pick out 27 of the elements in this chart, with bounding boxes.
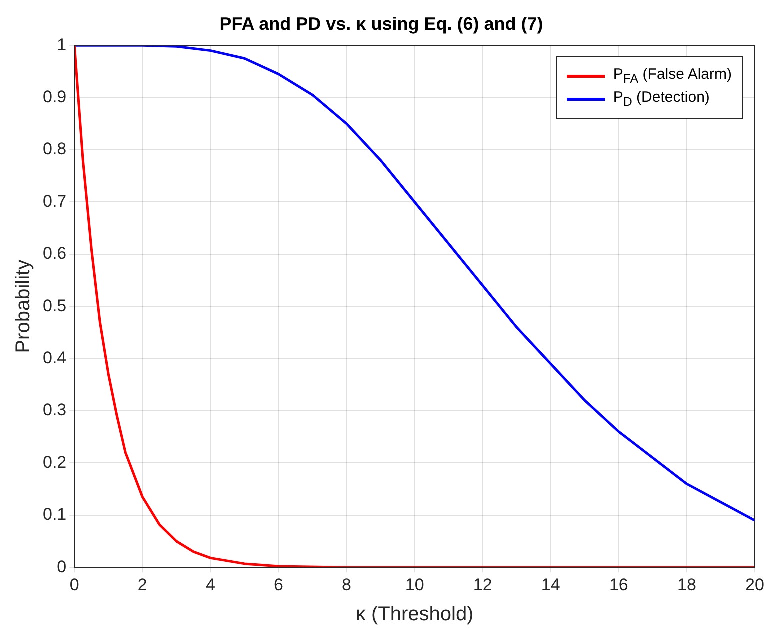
y-tick-label: 0.5 (42, 296, 67, 316)
y-tick-label: 0.4 (42, 348, 67, 368)
y-tick-label: 0.8 (42, 140, 67, 159)
y-axis-title: Probability (12, 260, 35, 354)
y-tick-label: 0.1 (42, 505, 67, 524)
y-tick-label: 0.6 (42, 244, 67, 264)
x-tick-label: 4 (206, 575, 216, 594)
x-tick-label: 12 (473, 575, 492, 594)
legend-label: P$_{FA}$ (False Alarm) (613, 66, 732, 86)
x-tick-label: 16 (609, 575, 628, 594)
y-tick-label: 0.7 (42, 192, 67, 211)
x-tick-label: 18 (678, 575, 696, 594)
x-axis-title: κ (Threshold) (356, 604, 474, 626)
x-tick-label: 0 (70, 575, 80, 594)
x-tick-label: 20 (746, 575, 764, 594)
x-tick-label: 2 (138, 575, 148, 594)
y-tick-label: 0.2 (42, 452, 67, 472)
x-tick-label: 10 (405, 575, 424, 594)
y-tick-label: 0 (57, 557, 67, 576)
x-tick-label: 14 (541, 575, 560, 594)
x-tick-label: 6 (274, 575, 284, 594)
x-tick-label: 8 (342, 575, 352, 594)
chart-title: PFA and PD vs. κ using Eq. (6) and (7) (220, 14, 544, 34)
legend-label: P$_{D}$ (Detection) (613, 89, 710, 109)
y-tick-label: 1 (57, 35, 67, 54)
y-tick-label: 0.9 (42, 87, 67, 106)
y-tick-label: 0.3 (42, 400, 67, 420)
